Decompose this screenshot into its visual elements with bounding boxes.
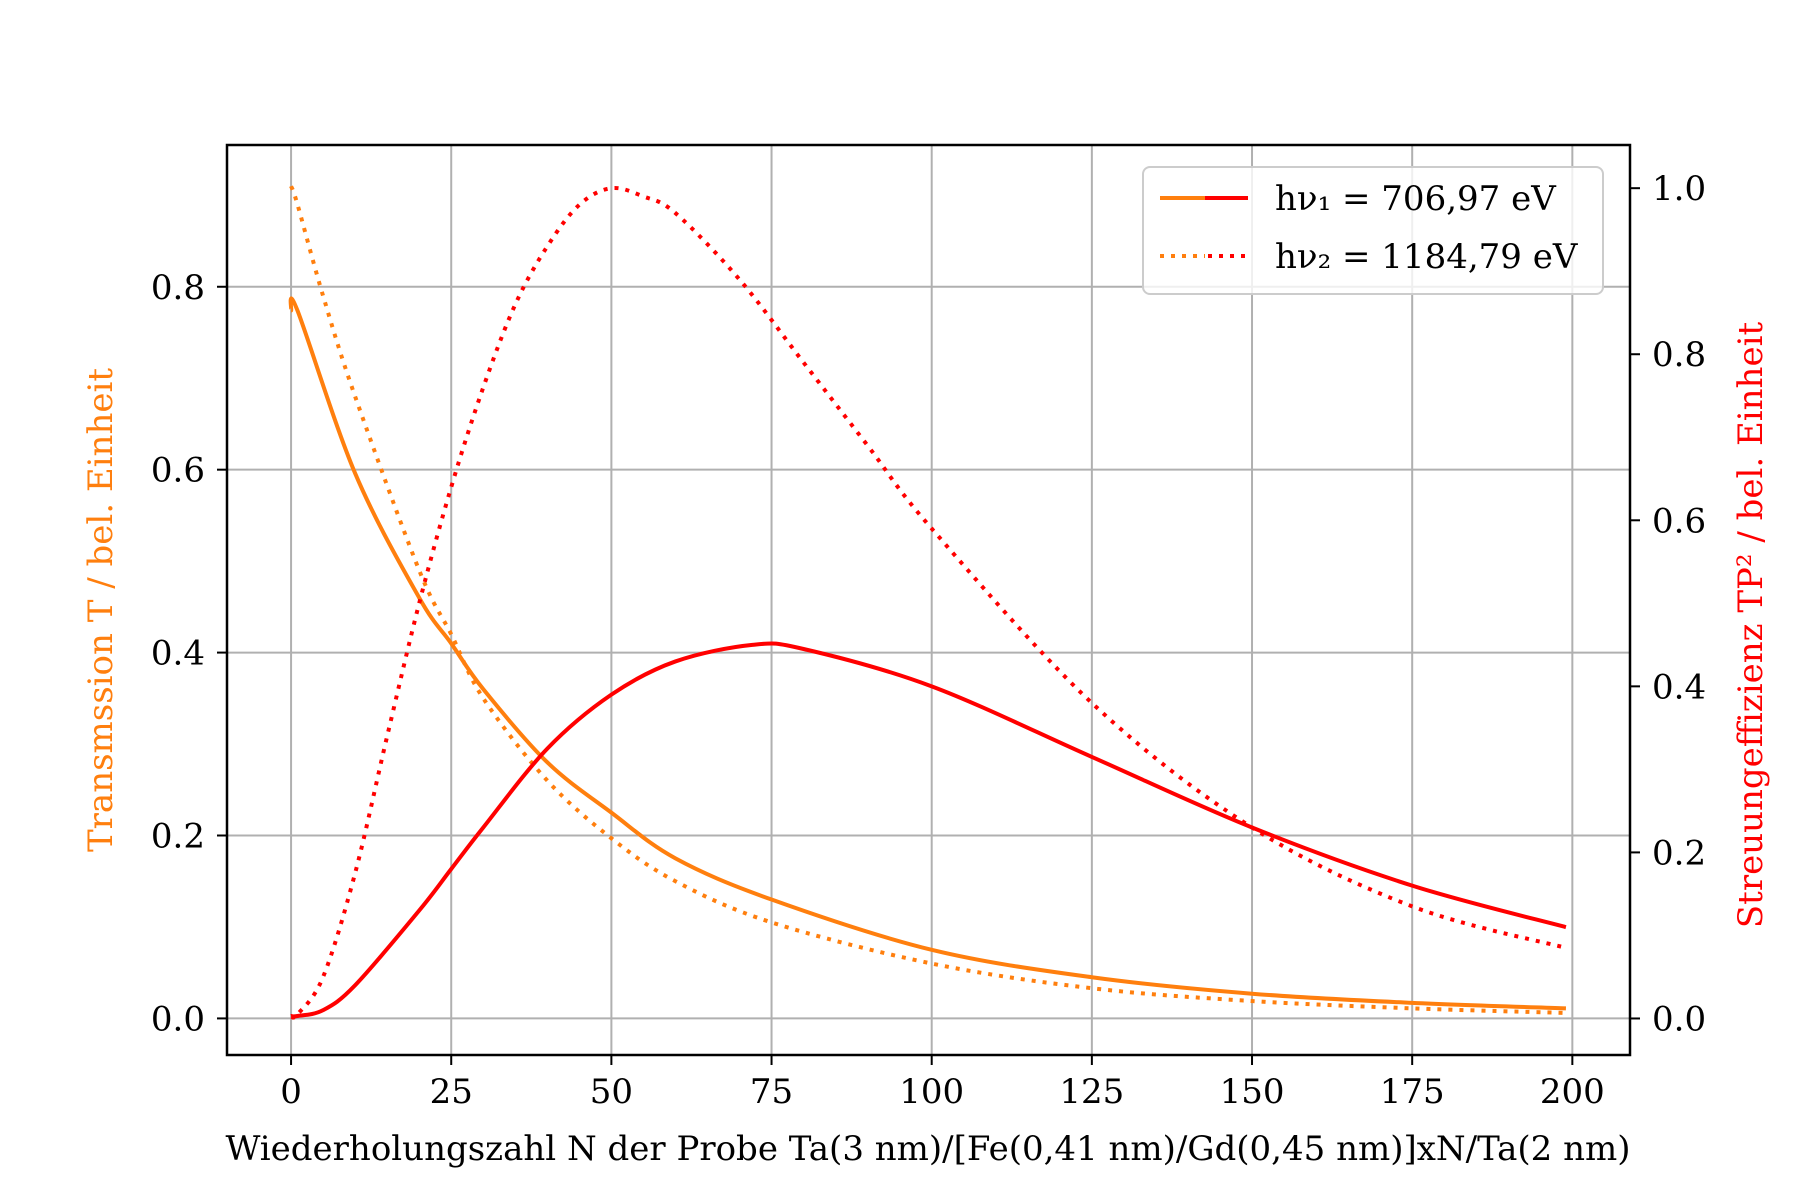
x-tick-label: 125 xyxy=(1059,1072,1124,1112)
x-tick-label: 100 xyxy=(899,1072,964,1112)
x-tick-label: 175 xyxy=(1380,1072,1445,1112)
left-y-tick-label: 0.6 xyxy=(151,451,205,491)
x-axis-title: Wiederholungszahl N der Probe Ta(3 nm)/[… xyxy=(225,1129,1630,1169)
x-tick-label: 0 xyxy=(280,1072,302,1112)
right-y-tick-label: 0.2 xyxy=(1652,833,1706,873)
left-y-axis-title: Transmssion T / bel. Einheit xyxy=(81,368,121,852)
x-tick-label: 50 xyxy=(590,1072,633,1112)
x-tick-label: 150 xyxy=(1220,1072,1285,1112)
right-y-tick-label: 0.4 xyxy=(1652,667,1706,707)
right-y-tick-label: 0.8 xyxy=(1652,335,1706,375)
x-tick-label: 25 xyxy=(430,1072,473,1112)
right-y-tick-label: 1.0 xyxy=(1652,169,1706,209)
right-y-tick-label: 0.0 xyxy=(1652,999,1706,1039)
series-line-efficiency-solid xyxy=(290,641,1567,1019)
x-tick-label: 200 xyxy=(1540,1072,1605,1112)
left-y-tick-label: 0.0 xyxy=(151,999,205,1039)
series-line-efficiency-dotted xyxy=(289,185,1567,1020)
legend-box xyxy=(1142,166,1604,295)
right-y-tick-label: 0.6 xyxy=(1652,501,1706,541)
x-tick-label: 75 xyxy=(750,1072,793,1112)
left-y-tick-label: 0.4 xyxy=(151,634,205,674)
legend-label-1: hν₁ = 706,97 eV xyxy=(1275,179,1557,219)
left-y-tick-label: 0.2 xyxy=(151,817,205,857)
series-line-transmission-solid xyxy=(288,296,1567,1011)
series-layer xyxy=(288,185,1567,1020)
plot-frame xyxy=(225,143,1632,1057)
legend-label-2: hν₂ = 1184,79 eV xyxy=(1275,237,1579,277)
left-y-tick-label: 0.8 xyxy=(151,268,205,308)
ticks: 0 25 50 75 100 125 150 175 200 0.0 0.2 0.4 0.6 0.8 0.0… xyxy=(151,169,1706,1112)
series-line-transmission-dotted xyxy=(289,185,1566,1015)
legend: hν₁ = 706,97 eV hν₂ = 1184,79 eV xyxy=(1142,166,1604,295)
right-y-axis-title: Streuungeffizienz TP² / bel. Einheit xyxy=(1731,322,1771,929)
